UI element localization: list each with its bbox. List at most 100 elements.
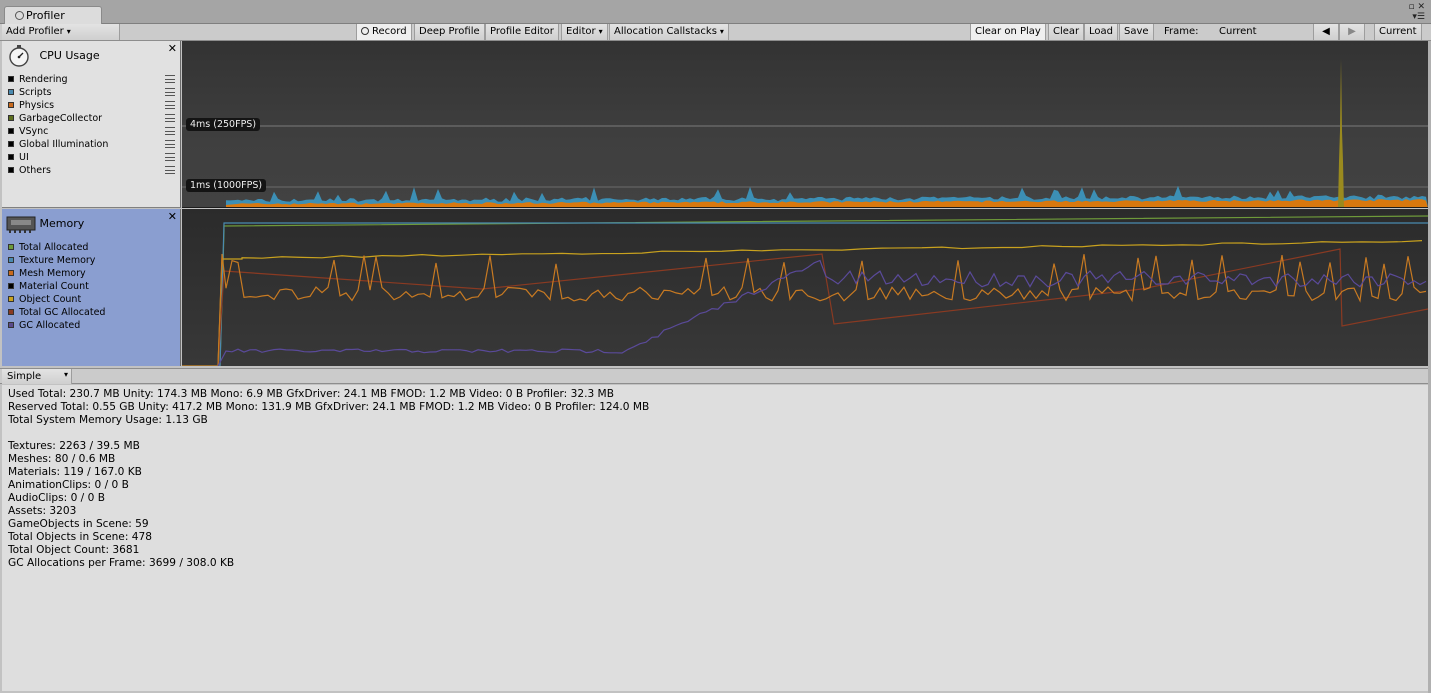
- record-label: Record: [372, 26, 407, 37]
- record-button[interactable]: Record: [356, 24, 412, 40]
- tab-profiler-label: Profiler: [26, 9, 65, 22]
- physics-series: [226, 199, 1428, 207]
- legend-swatch[interactable]: [8, 309, 14, 315]
- drag-handle-icon[interactable]: [165, 88, 175, 96]
- view-mode-bar: Simple: [0, 368, 1431, 384]
- legend-swatch[interactable]: [8, 154, 14, 160]
- maximize-icon[interactable]: ▫: [1408, 2, 1415, 12]
- materials-line: Materials: 119 / 167.0 KB: [8, 466, 142, 478]
- stopwatch-icon: [9, 45, 29, 67]
- legend-label: UI: [19, 152, 29, 163]
- cpu-usage-graph[interactable]: 4ms (250FPS) 1ms (1000FPS): [182, 41, 1428, 208]
- deep-profile-button[interactable]: Deep Profile: [414, 24, 485, 40]
- gameobjects-line: GameObjects in Scene: 59: [8, 518, 149, 530]
- legend-swatch[interactable]: [8, 167, 14, 173]
- memory-graph-svg: [182, 215, 1428, 366]
- legend-label: Rendering: [19, 74, 68, 85]
- window-controls[interactable]: ▫ ✕: [1408, 2, 1425, 12]
- clear-button[interactable]: Clear: [1048, 24, 1085, 40]
- close-icon[interactable]: ✕: [167, 210, 177, 223]
- gc-allocations-line: GC Allocations per Frame: 3699 / 308.0 K…: [8, 557, 235, 569]
- current-frame-label: Current: [1379, 26, 1417, 37]
- memory-legend-item[interactable]: Material Count: [8, 280, 177, 293]
- memory-legend-item[interactable]: GC Allocated: [8, 319, 177, 332]
- memory-legend: Total Allocated Texture Memory Mesh Memory…: [8, 241, 177, 332]
- cpu-usage-module[interactable]: CPU Usage ✕ Rendering Scripts Physics Garba…: [2, 41, 181, 208]
- cpu-legend-item[interactable]: GarbageCollector: [8, 112, 177, 125]
- legend-swatch[interactable]: [8, 283, 14, 289]
- allocation-callstacks-dropdown[interactable]: Allocation Callstacks: [609, 24, 729, 40]
- close-icon[interactable]: ✕: [167, 42, 177, 55]
- mesh-memory-series: [182, 253, 1427, 366]
- drag-handle-icon[interactable]: [165, 140, 175, 148]
- legend-swatch[interactable]: [8, 102, 14, 108]
- assets-line: Assets: 3203: [8, 505, 77, 517]
- view-mode-dropdown[interactable]: Simple: [2, 369, 72, 384]
- previous-frame-button[interactable]: ◀: [1313, 24, 1339, 40]
- drag-handle-icon[interactable]: [165, 101, 175, 109]
- view-mode-label: Simple: [7, 371, 42, 382]
- legend-label: Total Allocated: [19, 242, 89, 253]
- legend-label: Material Count: [19, 281, 89, 292]
- used-total-line: Used Total: 230.7 MB Unity: 174.3 MB Mon…: [8, 388, 614, 400]
- cpu-legend-item[interactable]: Scripts: [8, 86, 177, 99]
- cpu-legend-item[interactable]: VSync: [8, 125, 177, 138]
- cpu-legend-item[interactable]: Physics: [8, 99, 177, 112]
- next-frame-button[interactable]: ▶: [1339, 24, 1365, 40]
- spike-series: [1338, 59, 1344, 207]
- legend-swatch[interactable]: [8, 296, 14, 302]
- textures-line: Textures: 2263 / 39.5 MB: [8, 440, 140, 452]
- clear-on-play-label: Clear on Play: [975, 26, 1041, 37]
- memory-legend-item[interactable]: Mesh Memory: [8, 267, 177, 280]
- legend-label: Mesh Memory: [19, 268, 86, 279]
- profile-editor-label: Profile Editor: [490, 26, 554, 37]
- animation-clips-line: AnimationClips: 0 / 0 B: [8, 479, 129, 491]
- drag-handle-icon[interactable]: [165, 166, 175, 174]
- legend-swatch[interactable]: [8, 244, 14, 250]
- current-frame-button[interactable]: Current: [1374, 24, 1422, 40]
- drag-handle-icon[interactable]: [165, 127, 175, 135]
- save-button[interactable]: Save: [1119, 24, 1154, 40]
- label-4ms: 4ms (250FPS): [186, 118, 261, 131]
- clear-label: Clear: [1053, 26, 1080, 37]
- legend-label: GarbageCollector: [19, 113, 103, 124]
- memory-legend-item[interactable]: Texture Memory: [8, 254, 177, 267]
- load-button[interactable]: Load: [1084, 24, 1118, 40]
- legend-label: Global Illumination: [19, 139, 109, 150]
- drag-handle-icon[interactable]: [165, 153, 175, 161]
- cpu-legend-item[interactable]: Global Illumination: [8, 138, 177, 151]
- legend-label: Object Count: [19, 294, 82, 305]
- total-allocated-series: [182, 215, 1428, 366]
- memory-graph[interactable]: [182, 209, 1428, 366]
- add-profiler-dropdown[interactable]: Add Profiler: [2, 24, 120, 40]
- legend-swatch[interactable]: [8, 115, 14, 121]
- legend-swatch[interactable]: [8, 128, 14, 134]
- memory-legend-item[interactable]: Total GC Allocated: [8, 306, 177, 319]
- legend-swatch[interactable]: [8, 257, 14, 263]
- cpu-legend-item[interactable]: Others: [8, 164, 177, 177]
- memory-module[interactable]: Memory ✕ Total Allocated Texture Memory Me…: [2, 209, 181, 366]
- cpu-legend-item[interactable]: UI: [8, 151, 177, 164]
- legend-label: Texture Memory: [19, 255, 96, 266]
- memory-legend-item[interactable]: Total Allocated: [8, 241, 177, 254]
- legend-swatch[interactable]: [8, 322, 14, 328]
- legend-swatch[interactable]: [8, 76, 14, 82]
- memory-header: Memory: [6, 213, 84, 237]
- tab-profiler[interactable]: Profiler: [4, 6, 102, 24]
- cpu-legend-item[interactable]: Rendering: [8, 73, 177, 86]
- add-profiler-label: Add Profiler: [6, 26, 64, 37]
- profile-editor-button[interactable]: Profile Editor: [485, 24, 559, 40]
- legend-label: GC Allocated: [19, 320, 81, 331]
- legend-swatch[interactable]: [8, 89, 14, 95]
- record-icon: [361, 27, 369, 35]
- window-menu-icon[interactable]: ▾☰: [1412, 12, 1425, 22]
- drag-handle-icon[interactable]: [165, 75, 175, 83]
- editor-label: Editor: [566, 26, 596, 37]
- clear-on-play-button[interactable]: Clear on Play: [970, 24, 1046, 40]
- close-icon[interactable]: ✕: [1417, 2, 1425, 12]
- memory-legend-item[interactable]: Object Count: [8, 293, 177, 306]
- legend-swatch[interactable]: [8, 141, 14, 147]
- drag-handle-icon[interactable]: [165, 114, 175, 122]
- editor-dropdown[interactable]: Editor: [561, 24, 608, 40]
- legend-swatch[interactable]: [8, 270, 14, 276]
